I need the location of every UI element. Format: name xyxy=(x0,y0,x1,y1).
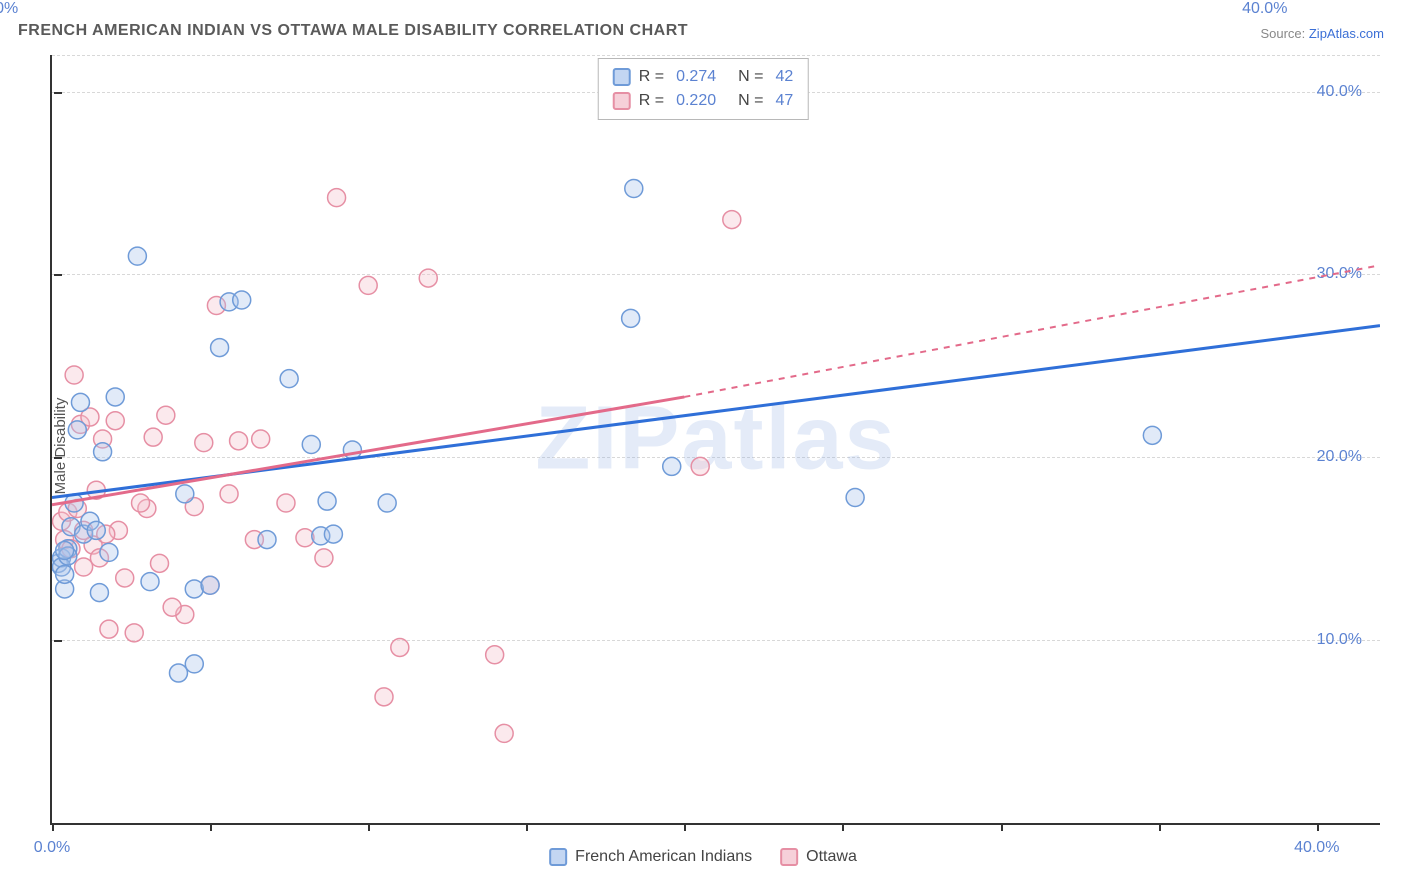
chart-container: FRENCH AMERICAN INDIAN VS OTTAWA MALE DI… xyxy=(0,0,1406,892)
legend-n-label: N = xyxy=(738,65,763,89)
x-tick xyxy=(368,823,370,831)
scatter-point-series-0 xyxy=(56,565,74,583)
scatter-point-series-0 xyxy=(663,457,681,475)
legend-n-value-0: 42 xyxy=(775,65,793,89)
x-tick xyxy=(684,823,686,831)
scatter-point-series-1 xyxy=(315,549,333,567)
legend-row-series-1: R = 0.220 N = 47 xyxy=(613,89,794,113)
scatter-point-series-1 xyxy=(359,276,377,294)
scatter-point-series-1 xyxy=(125,624,143,642)
x-tick xyxy=(210,823,212,831)
x-tick-label: 40.0% xyxy=(1294,839,1339,857)
scatter-point-series-1 xyxy=(328,189,346,207)
scatter-point-series-1 xyxy=(723,211,741,229)
x-tick xyxy=(1159,823,1161,831)
source-attribution: Source: ZipAtlas.com xyxy=(1260,26,1384,41)
scatter-point-series-1 xyxy=(486,646,504,664)
legend-r-value-0: 0.274 xyxy=(676,65,716,89)
scatter-point-series-0 xyxy=(324,525,342,543)
legend-label-series-1: Ottawa xyxy=(806,848,857,866)
scatter-point-series-1 xyxy=(151,554,169,572)
scatter-point-series-1 xyxy=(75,558,93,576)
scatter-plot-svg xyxy=(52,55,1380,823)
scatter-point-series-0 xyxy=(169,664,187,682)
legend-item-series-1: Ottawa xyxy=(780,848,857,866)
chart-title: FRENCH AMERICAN INDIAN VS OTTAWA MALE DI… xyxy=(18,22,688,40)
scatter-point-series-0 xyxy=(280,370,298,388)
scatter-point-series-1 xyxy=(65,366,83,384)
scatter-point-series-0 xyxy=(176,485,194,503)
scatter-point-series-1 xyxy=(419,269,437,287)
scatter-point-series-1 xyxy=(277,494,295,512)
scatter-point-series-0 xyxy=(211,339,229,357)
source-prefix: Source: xyxy=(1260,26,1308,41)
x-tick xyxy=(842,823,844,831)
scatter-point-series-0 xyxy=(68,421,86,439)
scatter-point-series-0 xyxy=(302,435,320,453)
legend-swatch-series-0 xyxy=(549,848,567,866)
legend-n-label: N = xyxy=(738,89,763,113)
x-tick xyxy=(1001,823,1003,831)
x-tick-label: 0.0% xyxy=(0,0,18,18)
scatter-point-series-0 xyxy=(185,655,203,673)
scatter-point-series-0 xyxy=(343,441,361,459)
legend-r-value-1: 0.220 xyxy=(676,89,716,113)
scatter-point-series-0 xyxy=(1143,426,1161,444)
x-tick-label: 40.0% xyxy=(1242,0,1287,18)
legend-label-series-0: French American Indians xyxy=(575,848,752,866)
trend-line-series-1-solid xyxy=(52,397,684,505)
legend-r-label: R = xyxy=(639,65,664,89)
scatter-point-series-0 xyxy=(90,584,108,602)
scatter-point-series-1 xyxy=(144,428,162,446)
legend-r-label: R = xyxy=(639,89,664,113)
source-link[interactable]: ZipAtlas.com xyxy=(1309,26,1384,41)
x-tick xyxy=(526,823,528,831)
legend-item-series-0: French American Indians xyxy=(549,848,752,866)
scatter-point-series-1 xyxy=(391,638,409,656)
scatter-point-series-0 xyxy=(233,291,251,309)
scatter-point-series-0 xyxy=(846,489,864,507)
scatter-point-series-1 xyxy=(375,688,393,706)
x-tick-label: 0.0% xyxy=(34,839,70,857)
scatter-point-series-1 xyxy=(195,434,213,452)
scatter-point-series-1 xyxy=(116,569,134,587)
scatter-point-series-1 xyxy=(132,494,150,512)
trend-line-series-1-dashed xyxy=(684,265,1380,397)
scatter-point-series-1 xyxy=(495,724,513,742)
legend-series-names: French American Indians Ottawa xyxy=(549,848,857,866)
x-tick xyxy=(52,823,54,831)
legend-correlation-stats: R = 0.274 N = 42 R = 0.220 N = 47 xyxy=(598,58,809,120)
legend-n-value-1: 47 xyxy=(775,89,793,113)
plot-area: ZIPatlas 10.0%20.0%30.0%40.0%0.0%40.0% xyxy=(50,55,1380,825)
scatter-point-series-0 xyxy=(56,542,74,560)
scatter-point-series-1 xyxy=(230,432,248,450)
scatter-point-series-0 xyxy=(201,576,219,594)
scatter-point-series-1 xyxy=(220,485,238,503)
scatter-point-series-0 xyxy=(71,393,89,411)
scatter-point-series-1 xyxy=(163,598,181,616)
scatter-point-series-1 xyxy=(106,412,124,430)
scatter-point-series-0 xyxy=(106,388,124,406)
scatter-point-series-0 xyxy=(622,309,640,327)
scatter-point-series-1 xyxy=(691,457,709,475)
scatter-point-series-0 xyxy=(318,492,336,510)
scatter-point-series-0 xyxy=(185,580,203,598)
scatter-point-series-0 xyxy=(100,543,118,561)
scatter-point-series-0 xyxy=(94,443,112,461)
scatter-point-series-1 xyxy=(252,430,270,448)
legend-swatch-series-1 xyxy=(613,92,631,110)
x-tick xyxy=(1317,823,1319,831)
legend-swatch-series-1 xyxy=(780,848,798,866)
scatter-point-series-0 xyxy=(625,179,643,197)
scatter-point-series-0 xyxy=(87,521,105,539)
scatter-point-series-0 xyxy=(128,247,146,265)
scatter-point-series-0 xyxy=(141,573,159,591)
scatter-point-series-0 xyxy=(258,531,276,549)
scatter-point-series-0 xyxy=(378,494,396,512)
legend-swatch-series-0 xyxy=(613,68,631,86)
legend-row-series-0: R = 0.274 N = 42 xyxy=(613,65,794,89)
scatter-point-series-1 xyxy=(157,406,175,424)
scatter-point-series-1 xyxy=(100,620,118,638)
